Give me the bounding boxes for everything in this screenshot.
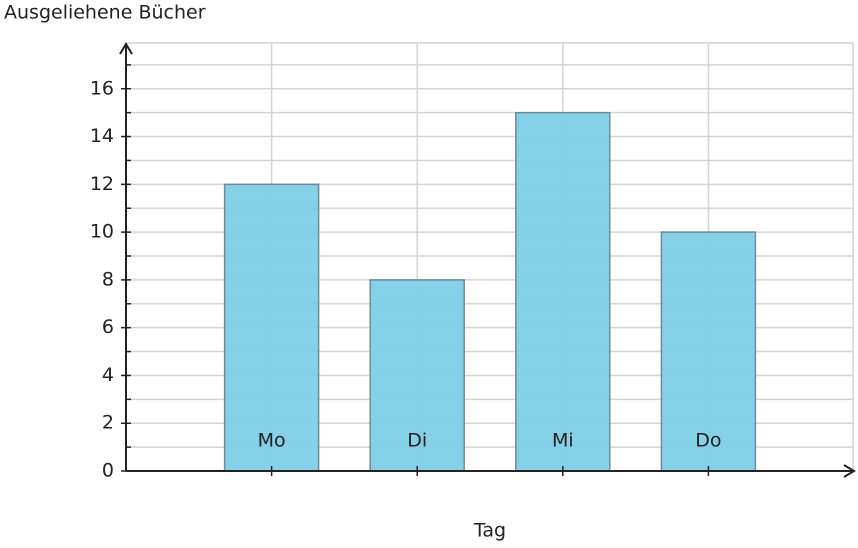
bar [515,111,611,472]
x-axis-label: Tag [473,520,506,542]
y-tick-label: 6 [102,316,114,338]
y-axis-label: Ausgeliehene Bücher [4,2,206,24]
x-tick-label: Do [695,430,721,452]
y-tick-label: 4 [102,364,114,386]
y-axis-arrow [119,42,133,55]
y-tick-label: 16 [90,77,114,99]
bar [660,231,757,472]
x-tick-label: Di [407,430,427,452]
bar [369,279,465,472]
x-tick-label: Mo [258,430,286,452]
y-tick-label: 0 [102,460,114,482]
y-tick-label: 2 [102,412,114,434]
x-axis-arrow [843,464,856,478]
y-tick-label: 14 [90,125,114,147]
x-tick-label: Mi [552,430,574,452]
y-tick-label: 10 [90,221,114,243]
y-tick-label: 12 [90,173,114,195]
bar [223,183,320,472]
y-tick-label: 8 [102,268,114,290]
